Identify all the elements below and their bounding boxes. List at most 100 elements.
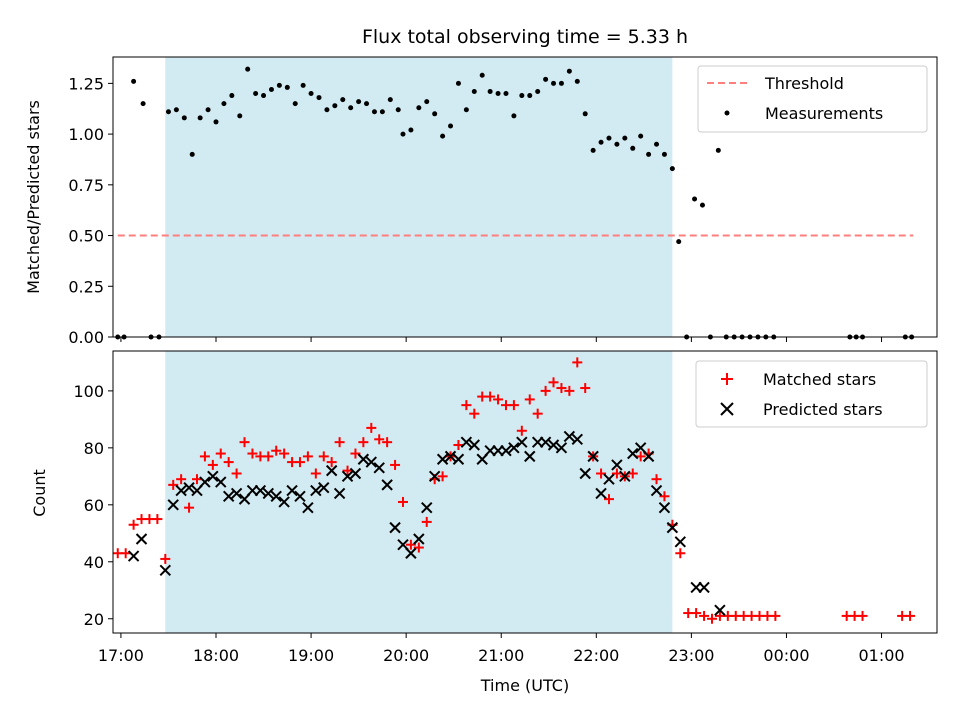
measurement-point: [622, 135, 628, 141]
legend-measurements-swatch: [724, 110, 730, 116]
predicted-star-stroke-b: [207, 470, 219, 483]
y-tick-label: 0.00: [68, 328, 104, 347]
measurement-point: [197, 115, 203, 121]
matched-star-point: [596, 468, 607, 479]
matched-star-point: [524, 394, 535, 405]
predicted-star-point: [524, 450, 536, 463]
matched-star-point: [857, 610, 868, 621]
predicted-star-point: [286, 484, 298, 497]
measurement-point: [245, 66, 251, 72]
predicted-star-point: [199, 476, 211, 488]
top-y-axis-label: Matched/Predicted stars: [24, 100, 43, 294]
measurement-point: [284, 84, 290, 90]
predicted-star-point: [325, 464, 338, 477]
matched-star-point: [461, 400, 472, 411]
axes-frame: [112, 350, 938, 634]
predicted-star-stroke-b: [436, 453, 449, 465]
matched-star-point: [366, 422, 377, 433]
predicted-star-stroke-b: [563, 430, 576, 443]
predicted-star-stroke-b: [508, 442, 520, 454]
predicted-star-stroke-b: [579, 467, 591, 480]
predicted-star-point: [516, 436, 528, 448]
matched-star-point: [358, 437, 369, 448]
predicted-star-point: [627, 447, 639, 460]
measurement-point: [131, 78, 137, 84]
matched-star-point: [580, 383, 591, 394]
measurement-point: [221, 101, 227, 107]
predicted-star-stroke-b: [159, 564, 171, 577]
measurement-point: [455, 80, 461, 86]
measurement-point: [440, 133, 446, 139]
predicted-star-point: [302, 501, 314, 514]
predicted-star-point: [539, 436, 552, 448]
measurement-point: [276, 82, 282, 88]
predicted-star-stroke-b: [460, 436, 473, 448]
measurement-point: [371, 109, 377, 115]
measurement-point: [432, 111, 438, 117]
measurement-point: [654, 141, 660, 147]
measurement-point: [165, 109, 171, 115]
top-legend-box: [697, 65, 928, 133]
predicted-star-point: [413, 533, 425, 545]
predicted-star-stroke-b: [452, 453, 465, 465]
predicted-star-point: [642, 450, 655, 463]
predicted-star-point: [500, 444, 512, 457]
measurement-point: [715, 147, 721, 153]
matched-star-point: [516, 425, 527, 436]
matched-star-point: [168, 479, 179, 490]
measurement-point: [661, 151, 667, 157]
predicted-star-point: [595, 487, 607, 500]
predicted-star-point: [167, 499, 179, 511]
predicted-star-stroke-b: [254, 484, 267, 497]
top-legend: Threshold Measurements: [697, 65, 928, 133]
measurement-point: [268, 86, 274, 92]
y-tick-label: 20: [84, 610, 104, 629]
predicted-star-point: [381, 479, 393, 491]
predicted-star-stroke-b: [175, 484, 187, 497]
predicted-star-point: [135, 533, 148, 545]
measurement-point: [379, 109, 385, 115]
predicted-star-point: [389, 521, 401, 534]
predicted-star-stroke-b: [310, 484, 322, 497]
measurement-point: [387, 97, 393, 103]
predicted-star-point: [207, 470, 219, 483]
predicted-star-stroke-b: [658, 501, 671, 514]
matched-star-point: [342, 465, 353, 476]
predicted-star-point: [603, 473, 615, 485]
matched-star-point: [572, 357, 583, 368]
predicted-star-point: [262, 487, 274, 500]
measurement-point: [253, 91, 259, 97]
predicted-star-point: [587, 450, 599, 463]
predicted-star-point: [341, 470, 354, 483]
predicted-star-stroke-b: [555, 442, 568, 454]
predicted-star-stroke-b: [349, 467, 362, 480]
measurement-point: [487, 88, 493, 94]
measurement-point: [140, 101, 146, 107]
predicted-star-stroke-b: [468, 439, 480, 451]
matched-star-point: [382, 437, 393, 448]
measurement-point: [229, 93, 235, 99]
predicted-star-stroke-b: [381, 479, 393, 491]
matched-star-point: [239, 437, 250, 448]
measurement-point: [395, 107, 401, 113]
matched-star-point: [611, 468, 622, 479]
predicted-star-stroke-b: [199, 476, 211, 488]
matched-star-point: [223, 457, 234, 468]
measurement-point: [340, 97, 346, 103]
measurement-point: [181, 115, 187, 121]
measurement-point: [261, 93, 267, 99]
matched-star-point: [152, 514, 163, 525]
predicted-star-point: [310, 484, 322, 497]
measurement-point: [503, 91, 509, 97]
matched-star-point: [334, 437, 345, 448]
measurement-point: [669, 166, 675, 172]
legend-threshold-label: Threshold: [764, 74, 844, 93]
measurement-point: [237, 113, 243, 119]
predicted-star-point: [611, 459, 623, 471]
predicted-star-stroke-b: [183, 482, 195, 494]
y-tick-label: 40: [84, 553, 104, 572]
predicted-star-stroke-b: [571, 433, 583, 446]
matched-star-point: [160, 553, 171, 564]
predicted-star-point: [175, 484, 187, 497]
measurement-point: [356, 99, 362, 105]
